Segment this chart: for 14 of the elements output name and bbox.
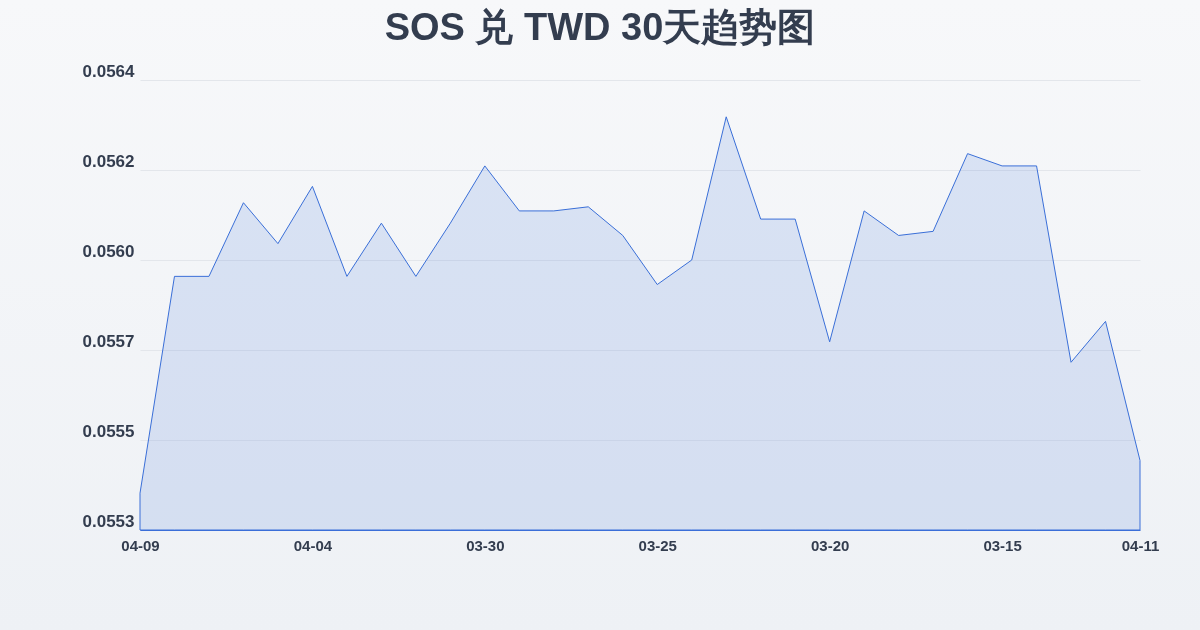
y-tick-label: 0.0564 bbox=[82, 61, 136, 81]
x-tick-label: 03-25 bbox=[638, 536, 677, 554]
x-tick-label: 04-09 bbox=[121, 536, 160, 554]
y-tick-label: 0.0562 bbox=[82, 151, 135, 171]
x-tick-label: 03-20 bbox=[810, 536, 850, 554]
x-tick-label: 04-11 bbox=[1121, 536, 1160, 554]
x-tick-label: 03-15 bbox=[983, 536, 1022, 554]
y-tick-label: 0.0557 bbox=[82, 331, 135, 351]
y-tick-label: 0.0560 bbox=[82, 241, 135, 261]
chart-title: SOS 兑 TWD 30天趋势图 bbox=[384, 6, 816, 48]
x-tick-label: 04-04 bbox=[293, 536, 333, 554]
y-tick-label: 0.0553 bbox=[82, 511, 135, 531]
y-tick-label: 0.0555 bbox=[82, 421, 135, 441]
x-tick-label: 03-30 bbox=[466, 536, 505, 554]
